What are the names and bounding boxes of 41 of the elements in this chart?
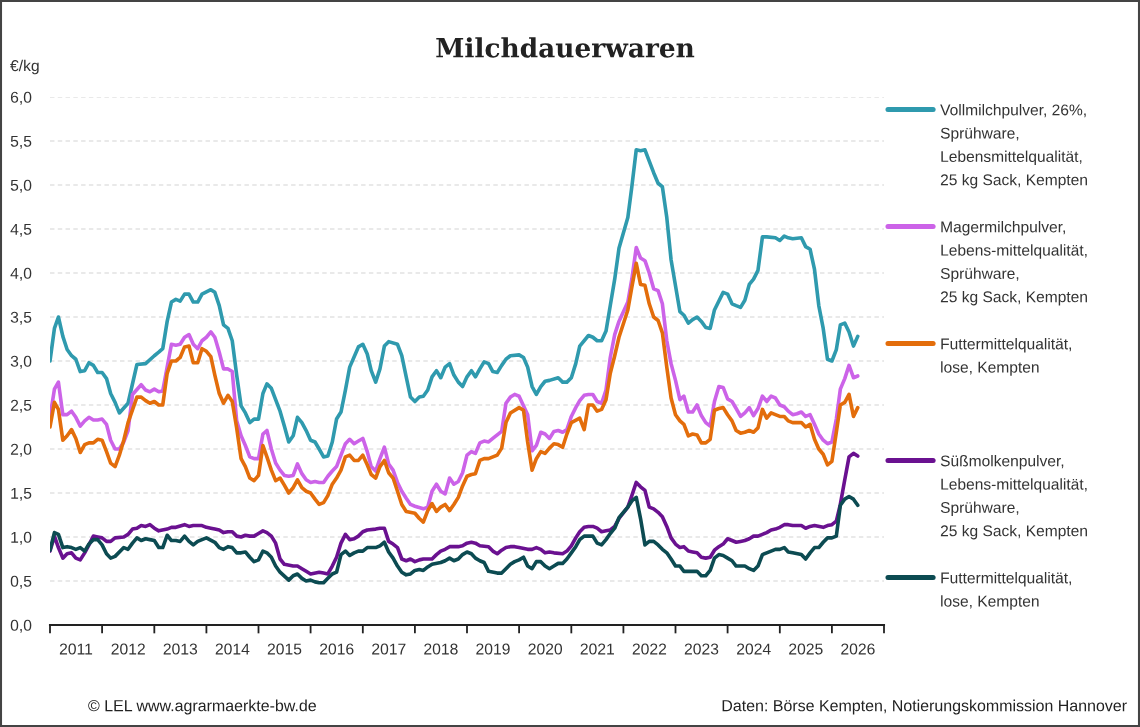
x-tick-label: 2024 <box>737 643 771 655</box>
x-tick-label: 2019 <box>476 643 510 655</box>
y-tick-label: 0,0 <box>10 619 32 633</box>
y-tick-label: 5,0 <box>10 179 32 193</box>
text: © LEL www.agrarmaerkte-bw.de <box>88 699 316 715</box>
x-tick-label: 2026 <box>841 643 875 655</box>
y-tick-label: 3,0 <box>10 355 32 369</box>
x-tick-label: 2015 <box>267 643 302 655</box>
text: Daten: Börse Kempten, Notierungskommission Hannover <box>722 699 1127 715</box>
chart-title: Milchdauerwaren <box>436 37 695 58</box>
y-tick-label: 4,5 <box>10 223 32 237</box>
legend-label: Süßmolkenpulver, Lebens-mittelqualität, Sprühware, 25 kg Sack, Kempten <box>940 455 1087 540</box>
x-tick-label: 2011 <box>59 643 93 655</box>
x-tick-label: 2023 <box>684 643 719 655</box>
y-tick-label: 4,0 <box>10 267 32 281</box>
y-tick-label: 3,5 <box>10 311 32 325</box>
legend-label: Futtermittelqualität, lose, Kempten <box>941 338 1071 376</box>
line-series <box>50 451 860 576</box>
x-tick-label: 2013 <box>163 643 198 655</box>
line-series <box>50 147 860 459</box>
y-tick-label: 1,5 <box>11 487 32 501</box>
y-tick-label: 2,0 <box>10 443 32 457</box>
x-tick-label: 2021 <box>580 643 614 655</box>
x-tick-label: 2016 <box>320 643 354 655</box>
x-tick-label: 2017 <box>372 643 406 655</box>
x-tick-label: 2020 <box>528 643 563 655</box>
legend-label: Futtermittelqualität, lose, Kempten <box>941 572 1071 610</box>
y-tick-label: 6,0 <box>10 91 32 105</box>
legend-label: Magermilchpulver, Lebens-mittelqualität, Sprühware, 25 kg Sack, Kempten <box>940 221 1087 306</box>
x-tick-label: 2012 <box>111 643 145 655</box>
y-tick-label: 0,5 <box>10 575 32 589</box>
line-series <box>50 494 860 585</box>
y-tick-label: 1,0 <box>11 531 32 545</box>
x-tick-label: 2018 <box>424 643 458 655</box>
x-tick-label: 2022 <box>632 643 667 655</box>
y-tick-label: 5,5 <box>10 135 32 149</box>
y-axis-title: €/kg <box>10 59 39 75</box>
legend-label: Vollmilchpulver, 26%, Sprühware, Lebensmittelqualität, 25 kg Sack, Kempten <box>940 104 1087 189</box>
x-tick-label: 2025 <box>789 643 823 655</box>
x-tick-label: 2014 <box>215 643 250 655</box>
y-tick-label: 2,5 <box>10 399 32 413</box>
